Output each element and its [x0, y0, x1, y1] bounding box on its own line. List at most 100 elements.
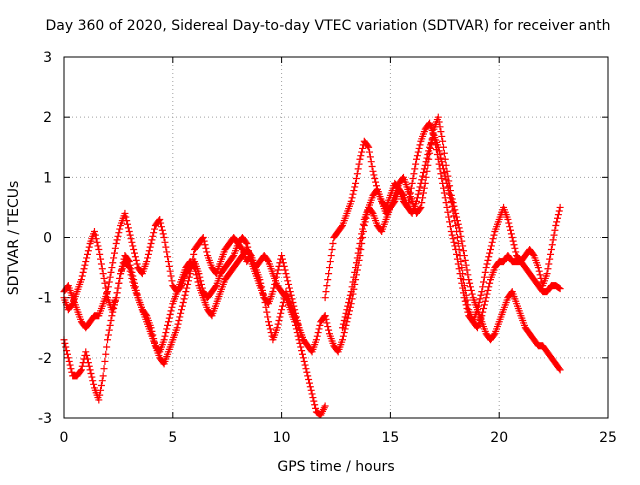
data-point-marker — [484, 286, 492, 294]
data-point-marker — [115, 279, 123, 287]
data-point-marker — [100, 274, 108, 282]
data-point-marker — [467, 286, 475, 294]
series-track-b — [60, 234, 329, 404]
data-point-marker — [458, 264, 466, 272]
data-point-marker — [105, 326, 113, 334]
data-point-marker — [199, 234, 207, 241]
data-point-marker — [83, 351, 91, 359]
data-point-marker — [180, 295, 188, 303]
data-point-marker — [421, 161, 429, 169]
data-point-marker — [294, 320, 302, 328]
data-point-marker — [554, 214, 562, 222]
data-point-marker — [116, 225, 124, 233]
data-point-marker — [554, 211, 562, 219]
data-point-marker — [265, 321, 273, 329]
data-point-marker — [352, 175, 360, 183]
data-point-marker — [440, 169, 448, 177]
data-point-marker — [437, 170, 445, 178]
data-point-marker — [168, 277, 176, 285]
data-point-marker — [480, 278, 488, 286]
y-tick-label: -2 — [38, 351, 52, 367]
data-point-marker — [98, 265, 106, 273]
data-point-marker — [123, 217, 131, 225]
data-point-marker — [407, 184, 415, 192]
data-point-marker — [344, 302, 352, 310]
x-tick-label: 15 — [381, 430, 399, 446]
data-point-marker — [121, 209, 129, 217]
data-point-marker — [340, 317, 348, 325]
data-point-marker — [165, 262, 173, 270]
data-point-marker — [484, 256, 492, 264]
data-point-marker — [550, 231, 558, 239]
data-point-marker — [89, 377, 97, 385]
data-point-marker — [113, 289, 121, 297]
data-point-marker — [463, 296, 471, 304]
data-point-marker — [165, 314, 173, 322]
data-point-marker — [446, 223, 454, 231]
data-point-marker — [416, 141, 424, 149]
data-point-marker — [129, 242, 137, 250]
data-point-marker — [341, 313, 349, 321]
data-point-marker — [366, 153, 374, 161]
data-point-marker — [92, 235, 100, 243]
y-axis-label: SDTVAR / TECUs — [6, 181, 22, 296]
data-point-marker — [163, 325, 171, 333]
data-point-marker — [343, 306, 351, 314]
data-point-marker — [486, 279, 494, 287]
data-point-marker — [131, 249, 139, 257]
data-point-marker — [483, 290, 491, 298]
data-point-marker — [67, 365, 75, 373]
data-point-marker — [481, 297, 489, 305]
data-point-marker — [100, 365, 108, 373]
axis-ticks: 0 5 10 15 20 25 -3 -2 -1 0 1 2 3 — [38, 50, 617, 446]
data-point-marker — [263, 308, 271, 316]
data-point-marker — [422, 173, 430, 181]
data-point-marker — [294, 332, 302, 340]
data-point-marker — [442, 176, 450, 184]
data-point-marker — [84, 247, 92, 255]
data-point-marker — [408, 179, 416, 187]
chart-title: Day 360 of 2020, Sidereal Day-to-day VTE… — [45, 18, 610, 34]
x-tick-label: 20 — [490, 430, 508, 446]
data-point-marker — [168, 303, 176, 311]
data-point-marker — [555, 284, 563, 292]
data-point-marker — [107, 317, 115, 325]
data-point-marker — [156, 215, 164, 223]
data-point-marker — [177, 309, 185, 317]
data-point-marker — [478, 288, 486, 296]
y-tick-label: 3 — [43, 50, 52, 66]
data-point-marker — [359, 144, 367, 152]
data-point-marker — [157, 219, 165, 227]
data-point-marker — [110, 304, 118, 312]
data-point-marker — [445, 213, 453, 221]
data-point-marker — [489, 235, 497, 243]
data-point-marker — [455, 246, 463, 254]
data-point-marker — [291, 306, 299, 314]
data-point-marker — [266, 325, 274, 333]
data-point-marker — [414, 190, 422, 198]
data-point-marker — [105, 278, 113, 286]
data-point-marker — [424, 150, 432, 158]
data-point-marker — [286, 288, 294, 296]
data-point-marker — [486, 249, 494, 257]
data-point-marker — [77, 367, 85, 375]
data-point-marker — [183, 284, 191, 292]
data-point-marker — [104, 331, 112, 339]
data-point-marker — [358, 148, 366, 156]
data-point-marker — [473, 306, 481, 314]
data-point-marker — [127, 235, 135, 243]
data-point-marker — [77, 276, 85, 284]
data-point-marker — [454, 240, 462, 248]
data-point-marker — [367, 158, 375, 166]
data-point-marker — [182, 288, 190, 296]
data-point-marker — [200, 237, 208, 245]
data-point-marker — [415, 144, 423, 152]
data-point-marker — [466, 279, 474, 287]
data-point-marker — [459, 242, 467, 250]
data-point-marker — [545, 260, 553, 268]
data-point-marker — [546, 255, 554, 263]
data-point-marker — [124, 224, 132, 232]
data-point-marker — [269, 288, 277, 296]
data-point-marker — [292, 309, 300, 317]
data-point-marker — [128, 274, 136, 282]
